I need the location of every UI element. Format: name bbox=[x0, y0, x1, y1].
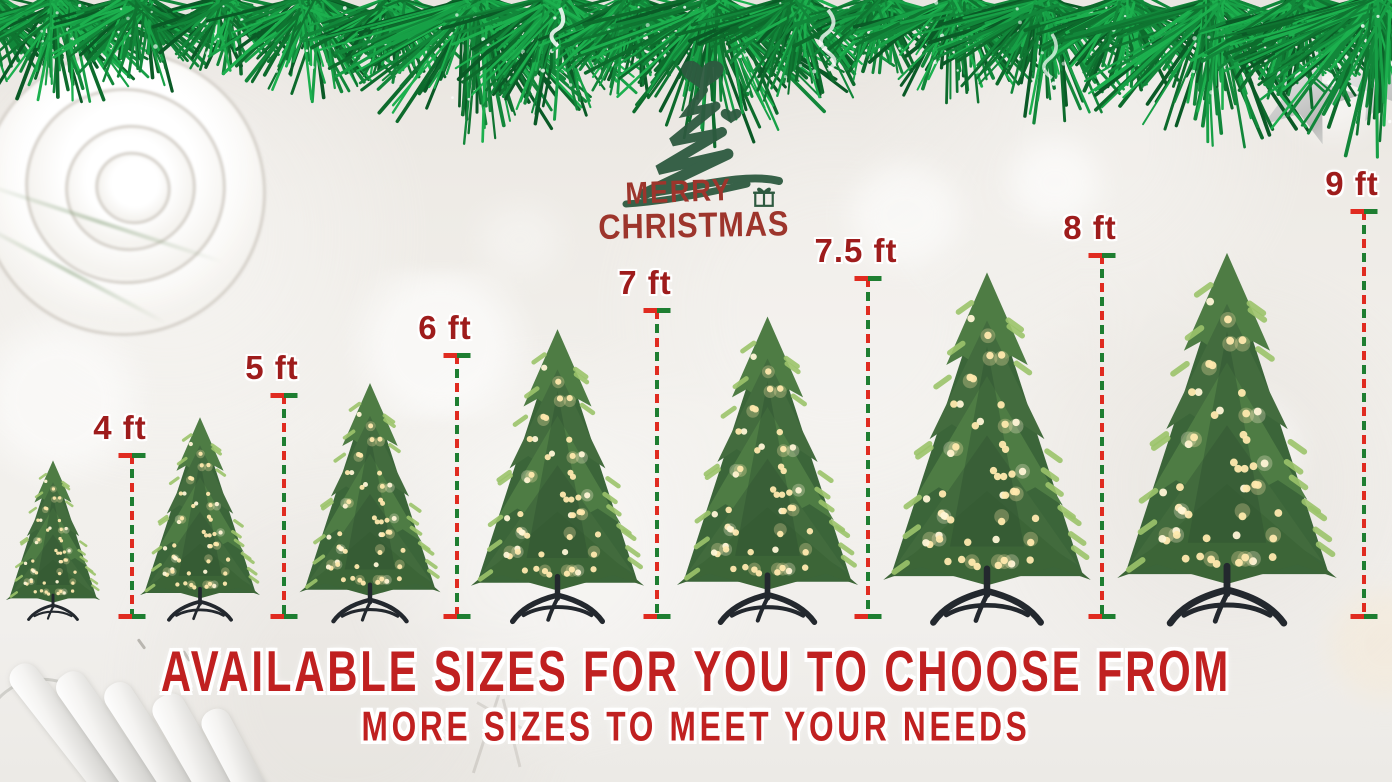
christmas-tree-7.5ft bbox=[670, 310, 865, 627]
measure-line-5ft bbox=[282, 395, 286, 617]
measure-line-6ft bbox=[455, 355, 459, 617]
size-label-7.5ft: 7.5 ft bbox=[814, 232, 898, 269]
size-label-7ft: 7 ft bbox=[618, 264, 672, 301]
measure-line-9ft bbox=[1362, 211, 1366, 617]
measure-line-7ft bbox=[655, 310, 659, 617]
headline: AVAILABLE SIZES FOR YOU TO CHOOSE FROM bbox=[160, 638, 1232, 704]
christmas-tree-7ft bbox=[464, 323, 651, 626]
scribble-tree-icon bbox=[622, 61, 783, 208]
christmas-tree-9ft bbox=[1109, 245, 1345, 629]
christmas-tree-4ft bbox=[2, 457, 104, 622]
gift-icon bbox=[753, 187, 775, 207]
size-label-5ft: 5 ft bbox=[245, 349, 299, 386]
christmas-tree-5ft bbox=[135, 413, 265, 623]
measure-line-7.5ft bbox=[866, 278, 870, 617]
size-label-8ft: 8 ft bbox=[1063, 209, 1117, 246]
subheadline: MORE SIZES TO MEET YOUR NEEDS bbox=[361, 703, 1031, 751]
size-label-9ft: 9 ft bbox=[1325, 165, 1379, 202]
size-label-4ft: 4 ft bbox=[93, 409, 147, 446]
pine-garland bbox=[0, 0, 1392, 159]
white-rose bbox=[0, 40, 270, 350]
christmas-tree-6ft bbox=[294, 378, 446, 625]
christmas-tree-8ft bbox=[875, 265, 1099, 628]
measure-line-4ft bbox=[130, 455, 134, 617]
size-label-6ft: 6 ft bbox=[418, 309, 472, 346]
measure-line-8ft bbox=[1100, 255, 1104, 617]
frost-leaf bbox=[0, 310, 150, 490]
merry-christmas-logo: MERRY CHRISTMAS bbox=[592, 50, 812, 250]
